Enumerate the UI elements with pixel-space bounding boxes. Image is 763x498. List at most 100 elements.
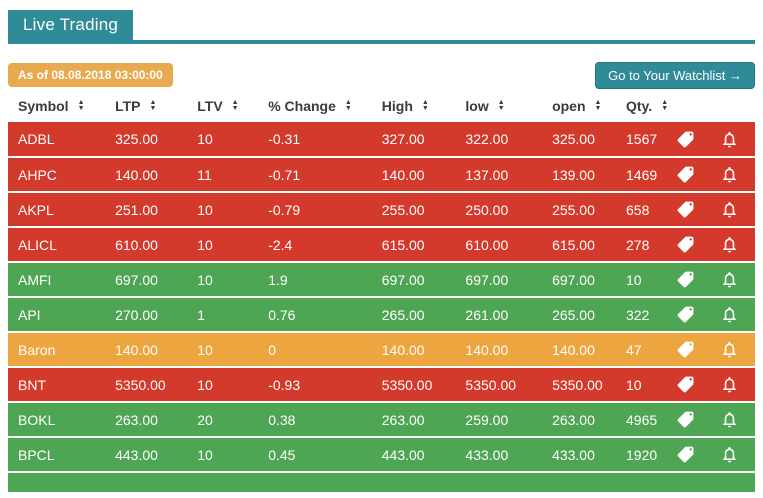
ltp-cell: 270.00 <box>105 297 188 333</box>
qty-cell: 278 <box>616 227 667 263</box>
tag-icon[interactable] <box>676 445 695 464</box>
ltp-cell: 251.00 <box>105 192 188 228</box>
col-header-open[interactable]: open ▲ ▼ <box>542 94 616 122</box>
sort-icon[interactable]: ▲ ▼ <box>149 99 157 112</box>
tag-icon[interactable] <box>676 305 695 324</box>
table-row[interactable]: ALICL 610.00 10 -2.4 615.00 610.00 615.0… <box>8 227 755 263</box>
high-cell: 263.00 <box>371 402 456 438</box>
table-row[interactable]: AKPL 251.00 10 -0.79 255.00 250.00 255.0… <box>8 192 755 228</box>
table-row[interactable]: API 270.00 1 0.76 265.00 261.00 265.00 3… <box>8 297 755 333</box>
bell-icon[interactable] <box>720 445 739 464</box>
tag-icon[interactable] <box>676 130 695 149</box>
ltv-cell: 11 <box>187 157 259 193</box>
col-label: Symbol <box>18 98 69 114</box>
bell-icon[interactable] <box>720 165 739 184</box>
symbol-cell: BOKL <box>8 402 106 438</box>
tag-icon[interactable] <box>676 200 695 219</box>
ltv-cell: 10 <box>187 437 259 473</box>
as-of-badge: As of 08.08.2018 03:00:00 <box>8 63 173 87</box>
qty-cell: 10 <box>616 367 667 403</box>
col-label: Qty. <box>626 98 653 114</box>
ltp-cell: 325.00 <box>105 122 188 158</box>
ltv-cell: 10 <box>187 332 259 368</box>
bell-cell <box>704 227 755 263</box>
table-row[interactable]: BOKL 263.00 20 0.38 263.00 259.00 263.00… <box>8 402 755 438</box>
tag-icon[interactable] <box>676 235 695 254</box>
bell-cell <box>704 297 755 333</box>
bell-cell <box>704 437 755 473</box>
qty-cell: 322 <box>616 297 667 333</box>
col-header-qty[interactable]: Qty. ▲ ▼ <box>616 94 669 122</box>
sort-icon[interactable]: ▲ ▼ <box>661 99 669 112</box>
table-row[interactable]: BNT 5350.00 10 -0.93 5350.00 5350.00 535… <box>8 367 755 403</box>
col-header-change[interactable]: % Change ▲ ▼ <box>258 94 372 122</box>
tag-icon[interactable] <box>676 375 695 394</box>
header-row: Symbol ▲ ▼ LTP ▲ ▼ LTV ▲ ▼ % Change ▲ ▼ High ▲ ▼ l… <box>8 94 755 122</box>
col-label: low <box>465 98 489 114</box>
col-header-low[interactable]: low ▲ ▼ <box>455 94 542 122</box>
tag-icon[interactable] <box>676 270 695 289</box>
table-row[interactable]: BPCL 443.00 10 0.45 443.00 433.00 433.00… <box>8 437 755 473</box>
bell-icon[interactable] <box>720 340 739 359</box>
open-cell: 255.00 <box>542 192 616 228</box>
tag-icon[interactable] <box>676 165 695 184</box>
col-header-symbol[interactable]: Symbol ▲ ▼ <box>8 94 105 122</box>
col-header-ltv[interactable]: LTV ▲ ▼ <box>187 94 258 122</box>
high-cell: 327.00 <box>371 122 456 158</box>
sort-icon[interactable]: ▲ ▼ <box>594 99 602 112</box>
table-row[interactable]: AMFI 697.00 10 1.9 697.00 697.00 697.00 … <box>8 262 755 298</box>
low-cell: 261.00 <box>455 297 543 333</box>
change-cell: 0.38 <box>258 402 372 438</box>
tag-icon[interactable] <box>676 340 695 359</box>
bell-icon[interactable] <box>720 200 739 219</box>
sort-icon[interactable]: ▲ ▼ <box>77 99 85 112</box>
sort-icon[interactable]: ▲ ▼ <box>231 99 239 112</box>
change-cell: -0.93 <box>258 367 372 403</box>
low-cell: 259.00 <box>455 402 543 438</box>
low-cell: 697.00 <box>455 262 543 298</box>
tag-icon[interactable] <box>676 410 695 429</box>
bell-icon[interactable] <box>720 270 739 289</box>
bell-icon[interactable] <box>720 235 739 254</box>
open-cell: 139.00 <box>542 157 616 193</box>
tag-cell <box>666 367 705 403</box>
table-row[interactable]: Baron 140.00 10 0 140.00 140.00 140.00 4… <box>8 332 755 368</box>
high-cell: 615.00 <box>371 227 456 263</box>
bell-icon[interactable] <box>720 305 739 324</box>
sort-icon[interactable]: ▲ ▼ <box>421 99 429 112</box>
sort-icon[interactable]: ▲ ▼ <box>344 99 352 112</box>
tab-live-trading[interactable]: Live Trading <box>8 10 134 40</box>
bell-icon[interactable] <box>720 375 739 394</box>
tag-cell <box>666 192 705 228</box>
tab-bar: Live Trading <box>8 10 755 44</box>
qty-cell: 1469 <box>616 157 667 193</box>
bell-cell <box>704 402 755 438</box>
bell-cell <box>704 192 755 228</box>
change-cell: -0.71 <box>258 157 372 193</box>
table-row[interactable]: ADBL 325.00 10 -0.31 327.00 322.00 325.0… <box>8 122 755 158</box>
col-header-ltp[interactable]: LTP ▲ ▼ <box>105 94 187 122</box>
open-cell: 265.00 <box>542 297 616 333</box>
bell-icon[interactable] <box>720 410 739 429</box>
ltv-cell: 20 <box>187 402 259 438</box>
ltp-cell: 697.00 <box>105 262 188 298</box>
ltp-cell: 5350.00 <box>105 367 188 403</box>
ltp-cell: 140.00 <box>105 332 188 368</box>
bell-icon[interactable] <box>720 130 739 149</box>
col-header-high[interactable]: High ▲ ▼ <box>372 94 456 122</box>
ltv-cell: 10 <box>187 367 259 403</box>
symbol-cell: ALICL <box>8 227 106 263</box>
sort-icon[interactable]: ▲ ▼ <box>497 99 505 112</box>
change-cell: 0.45 <box>258 437 372 473</box>
col-header-tag <box>667 94 704 122</box>
qty-cell: 1567 <box>616 122 667 158</box>
symbol-cell: ADBL <box>8 122 106 158</box>
table-row[interactable]: AHPC 140.00 11 -0.71 140.00 137.00 139.0… <box>8 157 755 193</box>
low-cell: 322.00 <box>455 122 543 158</box>
watchlist-button[interactable]: Go to Your Watchlist → <box>595 61 755 89</box>
col-label: LTP <box>115 98 141 114</box>
bell-cell <box>704 122 755 158</box>
change-cell: 0 <box>258 332 372 368</box>
tag-cell <box>666 332 705 368</box>
partial-next-row <box>8 472 755 492</box>
